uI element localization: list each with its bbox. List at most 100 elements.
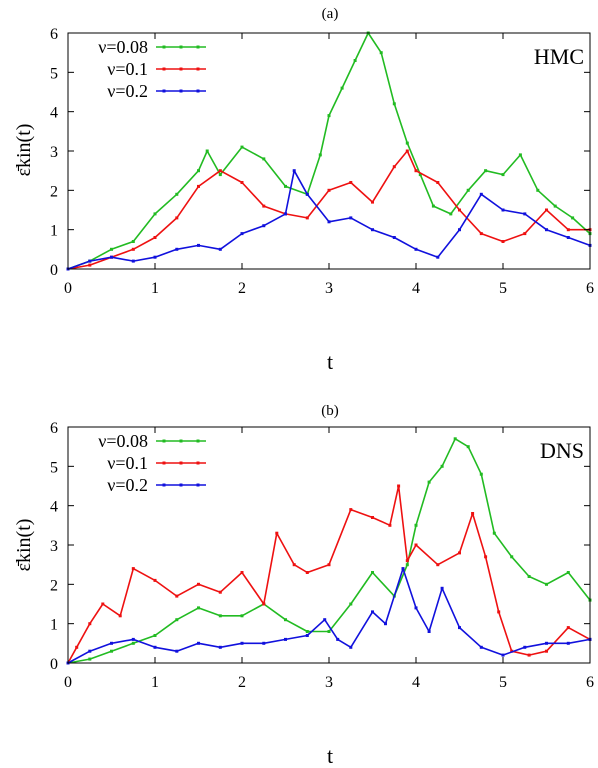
series-0-point — [440, 464, 444, 468]
legend-marker-1 — [179, 461, 183, 465]
legend: ν=0.08ν=0.1ν=0.2 — [98, 431, 206, 495]
series-2-point — [436, 255, 440, 259]
series-2-point — [336, 637, 340, 641]
x-tick-label: 0 — [64, 280, 72, 297]
x-tick-label: 3 — [325, 280, 333, 297]
series-2-point — [440, 586, 444, 590]
legend-marker-0 — [196, 439, 200, 443]
series-0-point — [484, 169, 488, 173]
series-0-point — [197, 606, 200, 610]
series-1-point — [414, 169, 418, 173]
series-1-point — [371, 516, 374, 519]
series-2-point — [131, 637, 135, 641]
series-2-point — [523, 212, 527, 216]
series-1-point — [471, 512, 475, 515]
series-1-point — [240, 571, 244, 574]
series-2-point — [284, 637, 287, 641]
series-1-point — [218, 590, 222, 594]
series-2-line — [67, 169, 591, 270]
series-1 — [66, 149, 592, 271]
series-2-point — [384, 622, 387, 626]
series-2-point — [479, 192, 483, 196]
legend-marker-0 — [162, 439, 166, 443]
y-tick-label: 0 — [50, 262, 58, 279]
series-0-point — [175, 192, 179, 196]
series-1-point — [523, 232, 527, 236]
legend-marker-0 — [179, 45, 183, 49]
series-0-point — [518, 153, 522, 157]
series-0-point — [501, 173, 505, 177]
x-tick-label: 6 — [586, 280, 594, 297]
series-1-point — [88, 622, 92, 626]
series-1-point — [101, 602, 105, 606]
y-tick-label: 6 — [50, 420, 58, 437]
series-0-point — [405, 563, 409, 567]
panel-b: (b) DNS t ε̄kin(t) 0 1 2 3 4 5 60123456ν=0.08ν… — [13, 403, 594, 768]
series-1-point — [262, 204, 266, 208]
x-tick-label: 2 — [238, 280, 246, 297]
x-tick-label: 3 — [325, 674, 333, 691]
legend-marker-2 — [196, 483, 200, 487]
series-0-point — [466, 188, 470, 192]
series-0-point — [353, 59, 357, 62]
series-2 — [66, 567, 592, 665]
x-tick-label: 1 — [151, 280, 159, 297]
series-1-point — [392, 165, 396, 169]
series-1-point — [458, 208, 461, 212]
series-1-point — [566, 626, 570, 630]
series-0-point — [153, 212, 157, 216]
series-2-point — [284, 212, 287, 216]
series-2-line — [67, 567, 591, 664]
series-2-point — [131, 259, 135, 263]
x-tick-label: 4 — [412, 674, 420, 691]
panel-b-annotation: DNS — [540, 438, 584, 463]
series-2-point — [175, 247, 179, 251]
series-1-point — [397, 484, 401, 488]
legend-marker-2 — [196, 89, 200, 93]
series-2-point — [197, 243, 200, 247]
series-2-point — [262, 224, 266, 228]
series-1-line — [67, 150, 590, 270]
series-0-point — [449, 212, 453, 216]
series-1-point — [388, 523, 392, 527]
series-0-point — [431, 204, 435, 208]
series-0-point — [545, 582, 548, 586]
series-0-point — [131, 240, 135, 243]
series-0-point — [327, 114, 331, 118]
series-0-point — [510, 555, 514, 559]
series-0-point — [110, 649, 113, 653]
series-0-point — [553, 204, 557, 208]
y-tick-label: 5 — [50, 65, 58, 82]
series-0-point — [262, 157, 266, 161]
series-0-point — [218, 614, 222, 618]
legend-label-1: ν=0.1 — [107, 59, 148, 79]
series-0-point — [175, 618, 179, 622]
series-2-point — [175, 649, 179, 653]
y-tick-label: 0 — [50, 656, 58, 673]
legend-marker-1 — [196, 67, 200, 71]
series-1-point — [88, 263, 92, 267]
series-1-point — [131, 247, 135, 251]
legend-marker-2 — [162, 89, 166, 93]
series-0-point — [218, 173, 222, 177]
series-1-point — [436, 181, 440, 184]
series-2-point — [392, 236, 396, 239]
series-2-point — [501, 208, 505, 212]
series-1-point — [275, 531, 279, 535]
legend-label-2: ν=0.2 — [107, 475, 148, 495]
series-1-point — [262, 602, 266, 606]
x-tick-label: 0 — [64, 674, 72, 691]
series-1-point — [405, 149, 409, 153]
panel-b-x-axis-label: t — [327, 743, 333, 768]
series-2-point — [110, 255, 113, 259]
panel-b-subtitle: (b) — [321, 403, 339, 419]
series-1-point — [527, 653, 531, 657]
series-2-point — [88, 259, 92, 263]
legend-label-0: ν=0.08 — [98, 431, 148, 451]
series-1-point — [327, 188, 331, 192]
legend-marker-0 — [179, 439, 183, 443]
series-2-point — [414, 247, 418, 251]
legend: ν=0.08ν=0.1ν=0.2 — [98, 37, 206, 101]
series-0-point — [414, 523, 418, 527]
series-0-point — [349, 602, 353, 606]
